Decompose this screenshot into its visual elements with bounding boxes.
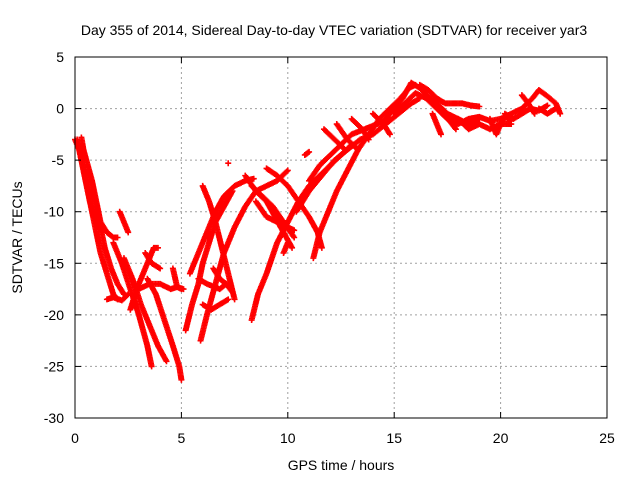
data-point	[125, 229, 132, 236]
data-point	[178, 376, 185, 383]
data-point	[148, 363, 155, 370]
data-point	[531, 110, 538, 117]
series-track-46	[535, 105, 559, 117]
data-point	[231, 296, 238, 303]
series-track-39	[429, 110, 445, 138]
data-point	[544, 102, 551, 109]
data-point	[154, 244, 161, 251]
series-track-5	[103, 291, 132, 304]
data-point	[225, 160, 232, 167]
y-axis-label: SDTVAR / TECUs	[9, 181, 25, 293]
axis-ticks	[74, 56, 608, 419]
series-track-35	[369, 110, 393, 138]
x-tick-label: 0	[71, 430, 79, 446]
series-track-26	[252, 198, 298, 234]
data-point	[438, 131, 445, 138]
x-tick-label: 5	[178, 430, 186, 446]
series-track-40	[440, 110, 459, 133]
x-tick-label: 10	[280, 430, 296, 446]
data-point	[229, 289, 236, 296]
x-axis-label: GPS time / hours	[288, 457, 395, 473]
series-track-11	[144, 275, 185, 383]
data-point	[178, 286, 185, 293]
series-track-19	[197, 167, 291, 344]
chart-title: Day 355 of 2014, Sidereal Day-to-day VTE…	[81, 22, 587, 38]
data-point	[552, 105, 559, 112]
data-point	[225, 296, 232, 303]
y-tick-label: -20	[44, 307, 64, 323]
y-tick-label: -30	[44, 410, 64, 426]
data-point	[386, 131, 393, 138]
series-track-34	[348, 115, 372, 143]
data-point	[124, 292, 131, 299]
data-point	[353, 145, 360, 152]
y-tick-label: 0	[56, 101, 64, 117]
data-point	[342, 146, 349, 153]
series-track-17	[199, 296, 232, 313]
series-track-4	[84, 167, 127, 298]
series-track-45	[518, 92, 538, 117]
data-point	[291, 227, 298, 234]
data-point	[557, 110, 564, 117]
series-track-9	[135, 280, 187, 293]
series-track-16	[199, 182, 238, 303]
series-track-43	[497, 87, 564, 122]
data-point	[283, 168, 290, 175]
series-track-21	[225, 160, 232, 167]
data-point	[365, 136, 372, 143]
y-tick-label: 5	[56, 49, 64, 65]
y-tick-label: -15	[44, 255, 64, 271]
data-point	[163, 358, 170, 365]
data-point	[476, 103, 483, 110]
series-track-32	[320, 126, 349, 153]
data-point	[318, 244, 325, 251]
data-point	[222, 281, 229, 288]
data-point	[291, 234, 298, 241]
data-points	[72, 79, 564, 383]
x-tick-label: 20	[493, 430, 509, 446]
series-track-38	[416, 81, 483, 110]
data-point	[306, 148, 313, 155]
series-track-33	[333, 121, 362, 153]
data-point	[223, 280, 230, 287]
data-point	[355, 146, 362, 153]
series-track-12	[142, 249, 164, 272]
data-point	[250, 175, 257, 182]
data-point	[452, 125, 458, 132]
series-track-28	[301, 148, 313, 158]
x-tick-label: 15	[386, 430, 402, 446]
y-tick-label: -25	[44, 358, 64, 374]
y-tick-label: -10	[44, 204, 64, 220]
series-track-20	[195, 275, 230, 293]
x-tick-label: 25	[599, 430, 615, 446]
y-tick-labels: -30 -25 -20 -15 -10 -5 0 5	[44, 49, 64, 426]
data-point	[341, 145, 348, 152]
y-tick-label: -5	[52, 152, 65, 168]
data-point	[114, 234, 121, 241]
data-point	[289, 244, 296, 251]
series-track-7	[110, 239, 155, 370]
data-point	[284, 239, 291, 246]
series-track-27	[280, 239, 291, 256]
data-point	[228, 287, 235, 294]
plot-frame	[74, 56, 608, 419]
series-track-24	[242, 172, 296, 251]
x-tick-labels: 0 5 10 15 20 25	[71, 430, 615, 446]
series-track-6	[116, 208, 132, 236]
series-track-13	[169, 265, 185, 293]
data-point	[452, 126, 459, 133]
data-point	[284, 167, 291, 174]
data-point	[157, 265, 164, 272]
